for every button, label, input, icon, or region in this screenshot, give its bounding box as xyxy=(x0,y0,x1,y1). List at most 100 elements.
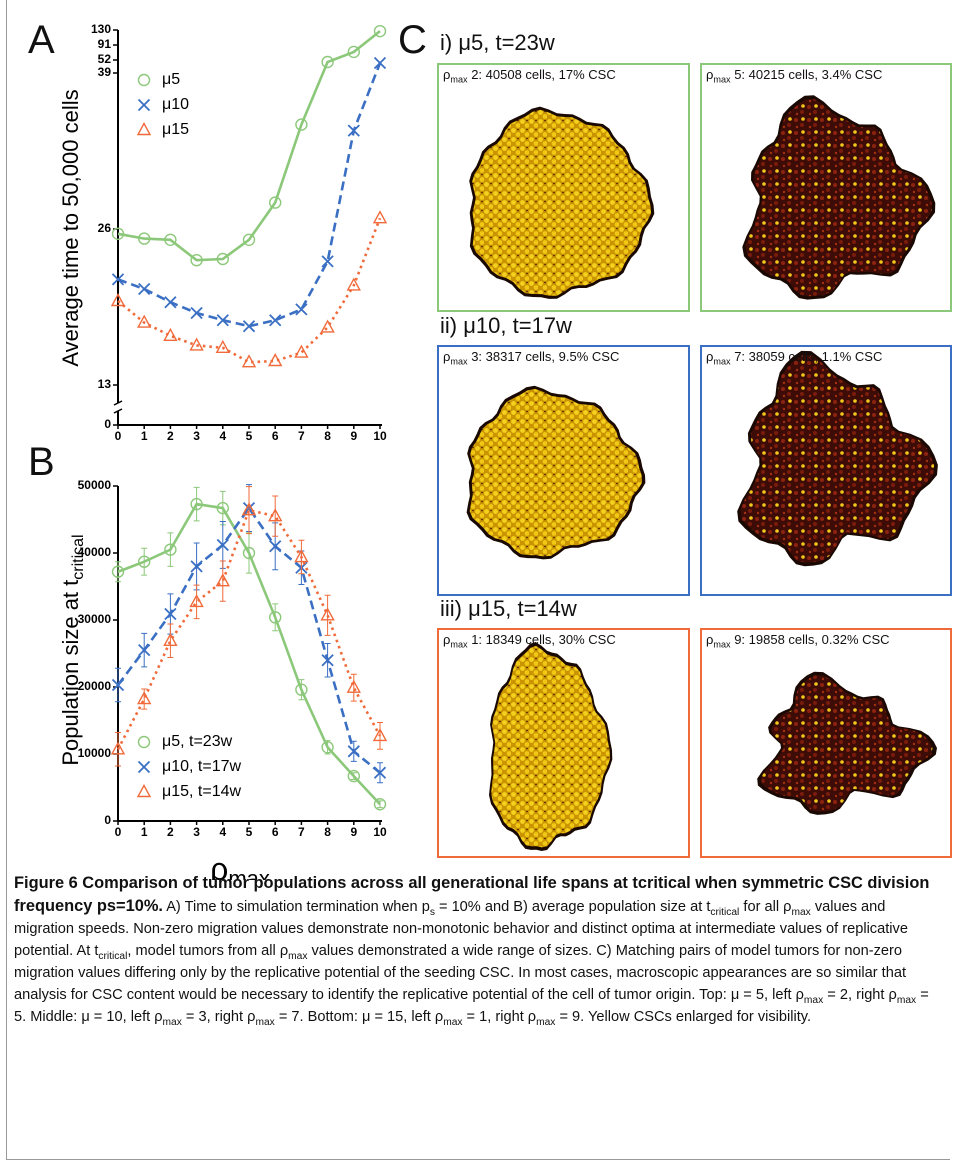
marker xyxy=(163,327,178,341)
error-bar xyxy=(167,532,174,567)
marker xyxy=(189,593,204,608)
marker xyxy=(294,549,309,563)
panel-letter: C xyxy=(398,18,427,62)
marker xyxy=(242,546,256,560)
y-tick-label: 26 xyxy=(98,221,112,235)
label-rho: ρ xyxy=(706,349,714,364)
caption-text: for all ρ xyxy=(739,899,792,915)
marker xyxy=(137,760,151,774)
x-tick-label: 6 xyxy=(272,429,279,443)
x-tick-label: 5 xyxy=(246,825,253,839)
marker xyxy=(216,501,230,515)
y-axis-label: Average time to 50,000 cells xyxy=(58,89,83,366)
marker xyxy=(372,727,388,742)
marker xyxy=(189,337,204,351)
marker xyxy=(111,273,125,286)
marker xyxy=(190,560,203,573)
y-tick-label: 30000 xyxy=(78,612,112,626)
legend-label: μ5, t=23w xyxy=(162,733,233,750)
tumor-image: ρmax 7: 38059 cells, 1.1% CSC xyxy=(700,345,952,596)
caption-sub: critical xyxy=(710,906,740,918)
caption-sub: max xyxy=(803,994,824,1006)
marker xyxy=(346,277,361,291)
x-tick-label: 1 xyxy=(141,825,148,839)
marker xyxy=(190,306,203,320)
marker xyxy=(321,654,334,667)
image-label: ρmax 9: 19858 cells, 0.32% CSC xyxy=(706,632,890,650)
y-tick-label: 10000 xyxy=(78,746,112,760)
y-tick-label: 91 xyxy=(98,37,112,51)
marker xyxy=(241,502,257,516)
error-bar xyxy=(350,772,357,780)
marker xyxy=(137,691,152,705)
x-tick-label: 0 xyxy=(115,429,122,443)
x-tick-label: 8 xyxy=(324,825,331,839)
error-bar xyxy=(377,800,383,809)
axis-break xyxy=(113,400,123,406)
tumor-render xyxy=(469,106,655,299)
marker xyxy=(138,282,151,296)
marker xyxy=(216,538,229,552)
error-bar xyxy=(272,495,279,537)
y-tick-label: 50000 xyxy=(78,478,112,492)
x-tick-label: 10 xyxy=(373,429,387,443)
label-rho: ρ xyxy=(706,67,714,82)
y-tick-label: 130 xyxy=(91,22,111,36)
legend-label: μ10 xyxy=(162,96,189,113)
marker xyxy=(137,73,151,87)
label-text: 5: 40215 cells, 3.4% CSC xyxy=(730,67,883,82)
y-tick-label: 0 xyxy=(104,813,111,827)
label-text: 1: 18349 cells, 30% CSC xyxy=(467,632,616,647)
x-axis-label-text: ρ xyxy=(210,851,228,880)
marker xyxy=(137,555,151,568)
y-axis-label-text: Average time to 50,000 cells xyxy=(58,89,83,366)
image-label: ρmax 5: 40215 cells, 3.4% CSC xyxy=(706,67,883,84)
x-tick-label: 5 xyxy=(246,429,253,443)
tumor-render xyxy=(757,671,937,815)
tumor xyxy=(745,99,932,297)
marker xyxy=(216,314,229,327)
marker xyxy=(295,683,308,696)
error-bar xyxy=(324,740,331,755)
caption-sub: max xyxy=(162,1016,182,1028)
caption-title: Figure 6 Comparison of tumor populations… xyxy=(14,874,930,915)
marker xyxy=(373,56,387,70)
x-tick-label: 6 xyxy=(272,825,279,839)
caption-sub: critical xyxy=(98,950,128,962)
marker xyxy=(372,210,388,224)
marker xyxy=(137,98,151,112)
marker xyxy=(346,679,361,693)
y-axis-label-text: Population size at t xyxy=(58,580,83,766)
caption-text: = 2, right ρ xyxy=(823,987,897,1003)
marker xyxy=(269,611,282,624)
error-bar xyxy=(193,584,200,620)
marker xyxy=(320,607,335,621)
error-bar xyxy=(115,732,121,767)
caption-text: = 1, right ρ xyxy=(462,1009,537,1025)
marker xyxy=(136,784,152,798)
label-sub: max xyxy=(450,356,468,367)
x-axis-label: ρmax xyxy=(210,851,270,880)
tumor-render xyxy=(466,385,646,560)
error-bar xyxy=(246,532,252,574)
label-text: 3: 38317 cells, 9.5% CSC xyxy=(467,349,620,364)
x-tick-label: 7 xyxy=(298,825,305,839)
image-label: ρmax 3: 38317 cells, 9.5% CSC xyxy=(443,349,620,367)
error-bar xyxy=(324,594,331,636)
series-line xyxy=(116,508,382,750)
tumor-image: ρmax 3: 38317 cells, 9.5% CSC xyxy=(437,345,690,596)
marker xyxy=(110,293,126,307)
error-bar xyxy=(219,560,226,602)
caption-text: A) Time to simulation termination when p xyxy=(162,899,430,915)
panel-letter: B xyxy=(28,440,55,484)
marker xyxy=(321,255,334,268)
tumor-render xyxy=(742,95,936,300)
legend-label: μ15, t=14w xyxy=(162,783,241,800)
marker xyxy=(269,196,282,209)
tumor-image: ρmax 5: 40215 cells, 3.4% CSC xyxy=(700,63,952,312)
marker xyxy=(164,543,177,556)
label-sub: max xyxy=(713,639,731,650)
marker xyxy=(373,798,387,811)
error-bar xyxy=(298,679,305,701)
error-bar xyxy=(193,486,200,522)
